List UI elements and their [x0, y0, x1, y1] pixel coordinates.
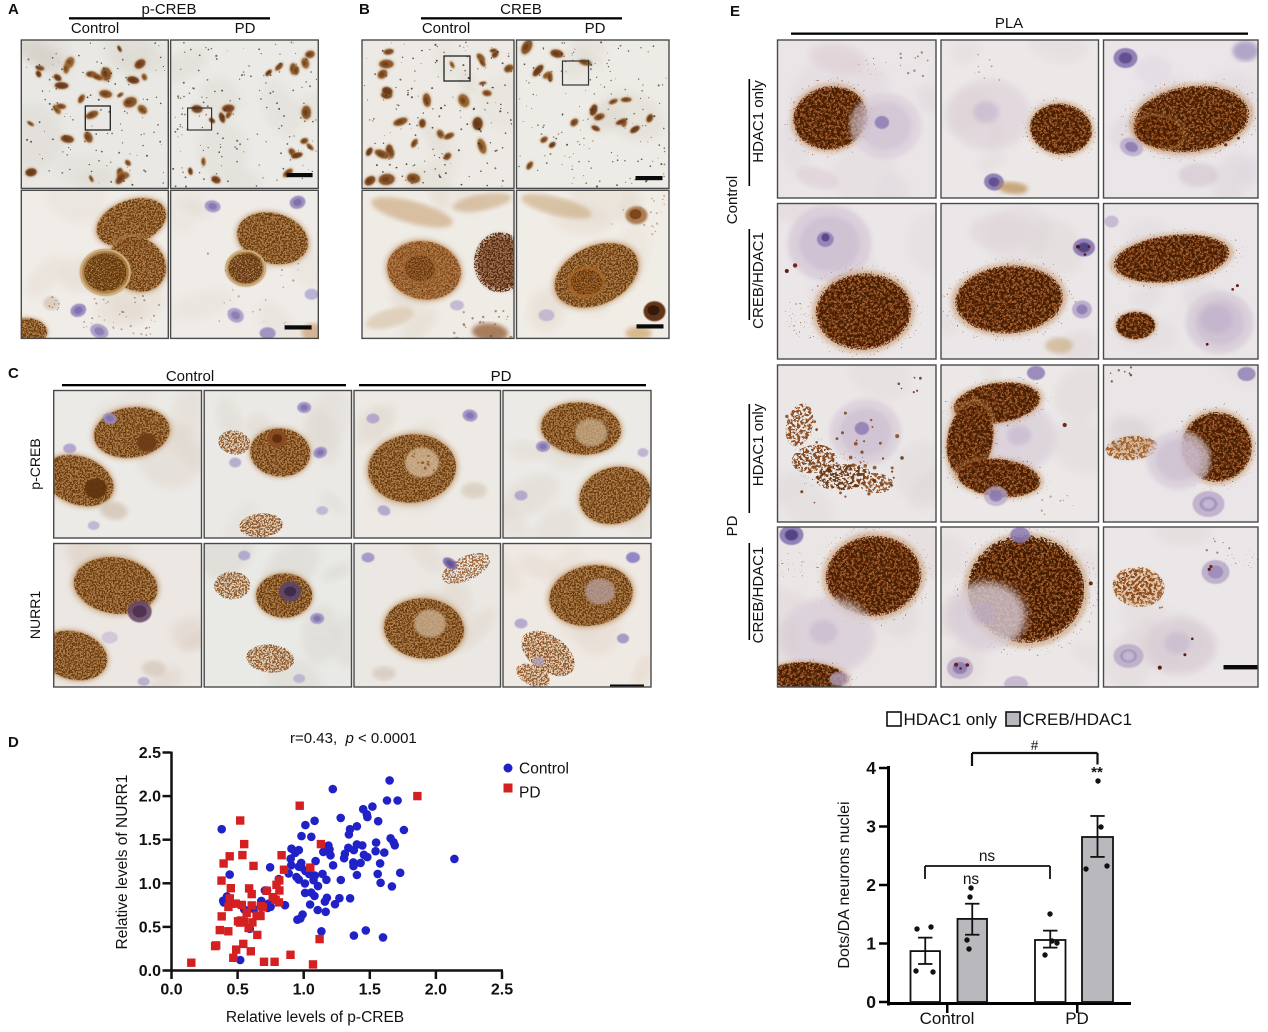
svg-text:CREB/HDAC1: CREB/HDAC1	[750, 547, 767, 644]
svg-text:A: A	[8, 1, 19, 18]
svg-text:PD: PD	[519, 785, 541, 802]
svg-text:HDAC1 only: HDAC1 only	[750, 80, 767, 163]
svg-text:2: 2	[866, 875, 876, 895]
svg-text:Dots/DA neurons nuclei: Dots/DA neurons nuclei	[836, 801, 853, 968]
svg-text:C: C	[8, 365, 19, 382]
svg-text:r=0.43, p < 0.0001: r=0.43, p < 0.0001	[290, 730, 417, 747]
svg-text:B: B	[359, 1, 370, 18]
svg-text:Control: Control	[920, 1009, 975, 1028]
svg-text:3: 3	[866, 817, 876, 837]
svg-text:p-CREB: p-CREB	[141, 1, 196, 18]
svg-text:PLA: PLA	[995, 15, 1023, 32]
svg-text:ns: ns	[979, 848, 996, 865]
svg-text:4: 4	[866, 758, 876, 778]
svg-text:p-CREB: p-CREB	[27, 438, 43, 489]
svg-text:0: 0	[866, 992, 876, 1012]
svg-text:0.5: 0.5	[139, 919, 161, 936]
svg-text:CREB/HDAC1: CREB/HDAC1	[1023, 710, 1133, 729]
svg-text:1.0: 1.0	[139, 876, 161, 893]
svg-text:2.0: 2.0	[139, 789, 161, 806]
svg-text:PD: PD	[1065, 1009, 1089, 1028]
svg-text:2.0: 2.0	[425, 982, 447, 999]
svg-text:NURR1: NURR1	[27, 591, 43, 639]
svg-text:PD: PD	[724, 515, 741, 536]
svg-text:D: D	[8, 734, 19, 751]
svg-text:PD: PD	[235, 20, 256, 37]
svg-text:Control: Control	[71, 20, 119, 37]
svg-text:2.5: 2.5	[139, 745, 161, 762]
svg-text:HDAC1 only: HDAC1 only	[750, 403, 767, 486]
svg-text:PD: PD	[491, 368, 512, 385]
svg-text:#: #	[1031, 738, 1039, 753]
svg-text:1.5: 1.5	[359, 982, 381, 999]
svg-text:HDAC1 only: HDAC1 only	[904, 710, 998, 729]
svg-text:0.5: 0.5	[226, 982, 248, 999]
svg-text:CREB/HDAC1: CREB/HDAC1	[750, 232, 767, 329]
svg-text:0.0: 0.0	[160, 982, 182, 999]
svg-text:1.5: 1.5	[139, 832, 161, 849]
svg-text:Control: Control	[724, 176, 741, 224]
svg-text:PD: PD	[585, 20, 606, 37]
svg-text:E: E	[730, 3, 740, 20]
svg-text:Control: Control	[422, 20, 470, 37]
svg-text:CREB: CREB	[500, 1, 542, 18]
svg-text:ns: ns	[963, 871, 980, 888]
svg-text:1: 1	[866, 934, 876, 954]
svg-text:**: **	[1091, 764, 1103, 781]
svg-text:Control: Control	[519, 761, 569, 778]
svg-text:2.5: 2.5	[491, 982, 513, 999]
svg-text:1.0: 1.0	[293, 982, 315, 999]
svg-text:0.0: 0.0	[139, 963, 161, 980]
svg-text:Relative levels of p-CREB: Relative levels of p-CREB	[226, 1009, 404, 1026]
svg-text:Control: Control	[166, 368, 214, 385]
svg-text:Relative levels of NURR1: Relative levels of NURR1	[114, 775, 131, 950]
